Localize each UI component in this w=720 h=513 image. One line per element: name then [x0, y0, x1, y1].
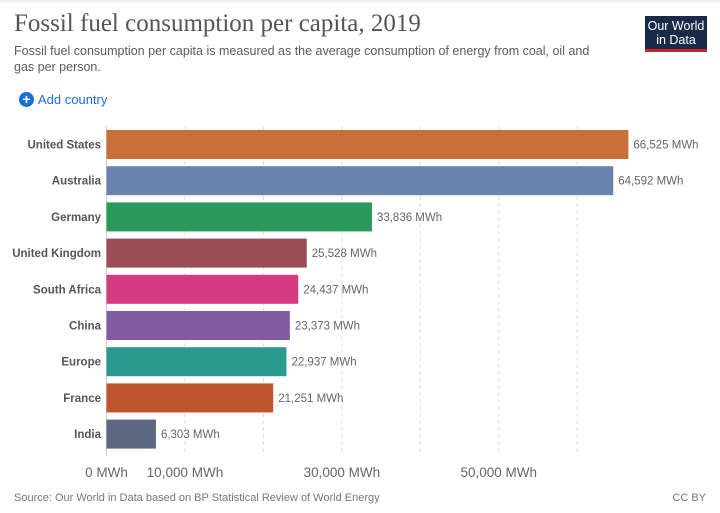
chart-subtitle: Fossil fuel consumption per capita is me…	[14, 44, 590, 74]
license-link[interactable]: CC BY	[672, 492, 706, 504]
category-label: China	[69, 321, 102, 333]
tick-label: 0 MWh	[85, 465, 128, 480]
value-label: 21,251 MWh	[278, 393, 343, 405]
value-label: 22,937 MWh	[291, 357, 356, 369]
category-label: Europe	[61, 357, 101, 369]
value-label: 6,303 MWh	[161, 429, 220, 441]
value-label: 64,592 MWh	[618, 176, 683, 188]
category-label: Australia	[52, 176, 102, 188]
source-note[interactable]: Source: Our World in Data based on BP St…	[14, 492, 380, 504]
tick-label: 30,000 MWh	[304, 465, 381, 480]
category-label: Germany	[51, 212, 101, 224]
logo-text: Our World in Data	[647, 19, 705, 47]
bar[interactable]	[106, 130, 629, 159]
add-country-button[interactable]: + Add country	[19, 92, 107, 107]
bar[interactable]	[106, 238, 307, 268]
value-label: 33,836 MWh	[377, 212, 442, 224]
value-label: 25,528 MWh	[312, 248, 377, 260]
bar[interactable]	[106, 202, 372, 232]
plus-circle-icon: +	[19, 92, 34, 107]
owid-logo[interactable]: Our World in Data	[645, 16, 707, 52]
category-label: South Africa	[33, 284, 102, 296]
bar[interactable]	[106, 311, 290, 340]
category-label: United Kingdom	[12, 248, 101, 260]
chart-title: Fossil fuel consumption per capita, 2019	[14, 10, 421, 37]
bar[interactable]	[106, 383, 274, 413]
add-country-label: Add country	[38, 92, 108, 107]
value-label: 24,437 MWh	[303, 284, 368, 296]
tick-label: 10,000 MWh	[147, 465, 224, 480]
category-label: France	[63, 393, 101, 405]
category-label: United States	[28, 140, 102, 152]
value-label: 23,373 MWh	[295, 321, 360, 333]
bar[interactable]	[106, 347, 287, 377]
bar[interactable]	[106, 274, 299, 304]
tick-label: 50,000 MWh	[460, 465, 537, 480]
value-label: 66,525 MWh	[633, 140, 698, 152]
bar[interactable]	[106, 166, 614, 196]
category-label: India	[74, 429, 101, 441]
bar[interactable]	[106, 419, 156, 449]
